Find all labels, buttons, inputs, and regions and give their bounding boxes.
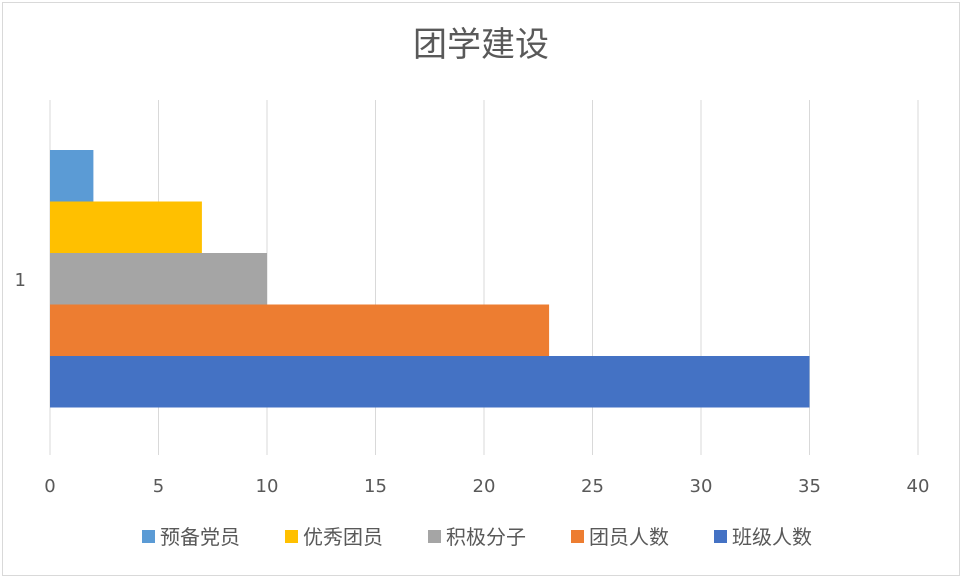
bar-5: [50, 356, 810, 408]
bar-1: [50, 150, 94, 202]
bar-2: [50, 201, 202, 253]
legend-swatch-4: [571, 530, 584, 543]
legend-item-3: 积极分子: [428, 525, 526, 549]
x-tick-label-7: 35: [798, 476, 821, 497]
x-tick-label-3: 15: [364, 476, 387, 497]
chart-title: 团学建设: [413, 25, 549, 65]
x-tick-label-6: 30: [690, 476, 713, 497]
legend-item-4: 团员人数: [571, 525, 669, 549]
x-tick-label-4: 20: [473, 476, 496, 497]
legend-item-2: 优秀团员: [285, 525, 383, 549]
legend-label-4: 团员人数: [589, 525, 669, 549]
legend-swatch-5: [714, 530, 727, 543]
x-tick-label-0: 0: [44, 476, 55, 497]
legend: 预备党员 优秀团员 积极分子 团员人数 班级人数: [142, 525, 812, 549]
legend-label-3: 积极分子: [446, 525, 526, 549]
x-tick-labels: 0 5 10 15 20 25 30 35 40: [44, 476, 929, 497]
y-tick-label-0: 1: [15, 270, 26, 291]
bar-4: [50, 304, 550, 356]
legend-swatch-3: [428, 530, 441, 543]
x-tick-label-5: 25: [581, 476, 604, 497]
x-tick-label-2: 10: [256, 476, 279, 497]
legend-label-2: 优秀团员: [303, 525, 383, 549]
x-tick-label-8: 40: [907, 476, 930, 497]
legend-label-1: 预备党员: [160, 525, 240, 549]
legend-item-1: 预备党员: [142, 525, 240, 549]
bars: [50, 150, 810, 408]
bar-3: [50, 253, 267, 305]
x-tick-label-1: 5: [153, 476, 164, 497]
legend-label-5: 班级人数: [732, 525, 812, 549]
legend-swatch-1: [142, 530, 155, 543]
legend-item-5: 班级人数: [714, 525, 812, 549]
y-tick-labels: 1: [15, 270, 26, 291]
legend-swatch-2: [285, 530, 298, 543]
